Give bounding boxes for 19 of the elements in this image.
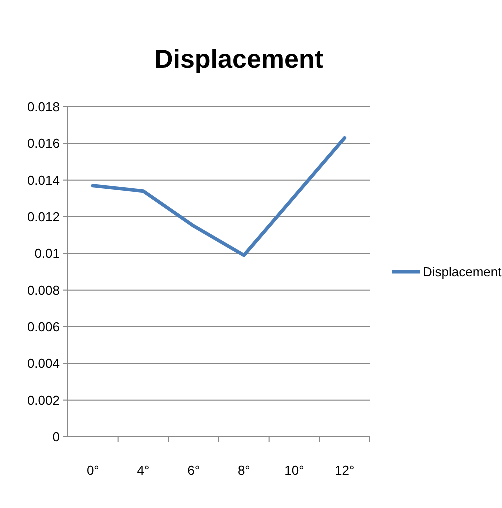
- y-tick-label: 0.012: [27, 210, 60, 225]
- y-tick-label: 0.01: [34, 246, 60, 262]
- y-tick-label: 0.002: [27, 392, 60, 408]
- y-tick-label: 0.004: [27, 356, 60, 372]
- x-tick-label: 10°: [284, 463, 304, 478]
- y-tick-label: 0: [52, 430, 60, 445]
- legend-label: Displacement: [423, 264, 502, 280]
- y-tick-label: 0.016: [27, 136, 60, 152]
- y-tick-label: 0.008: [27, 282, 60, 298]
- x-tick-label: 0°: [86, 463, 100, 478]
- x-tick-label: 4°: [137, 463, 150, 478]
- chart-title: Displacement: [154, 44, 324, 74]
- x-tick-label: 12°: [334, 463, 355, 478]
- y-tick-label: 0.014: [27, 172, 60, 188]
- x-tick-label: 8°: [238, 463, 250, 478]
- y-tick-label: 0.006: [27, 320, 60, 335]
- x-tick-label: 6°: [188, 463, 200, 478]
- line-series: [91, 136, 347, 258]
- y-tick-label: 0.018: [27, 100, 60, 115]
